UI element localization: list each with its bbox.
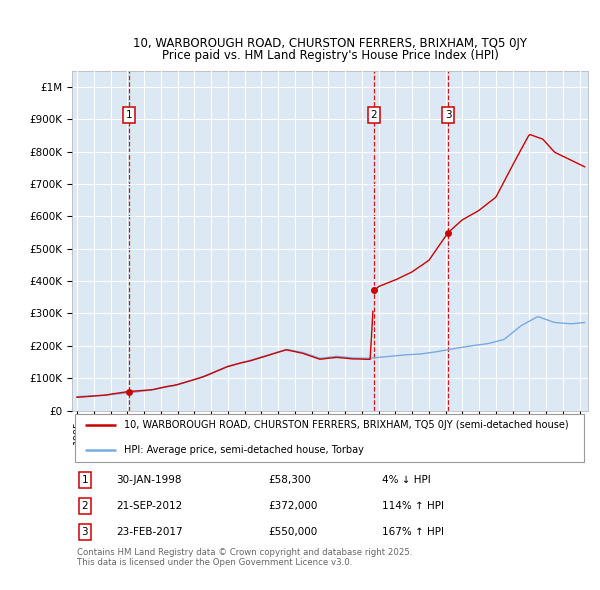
Text: £372,000: £372,000 [268, 501, 317, 511]
Text: 21-SEP-2012: 21-SEP-2012 [116, 501, 182, 511]
Text: 167% ↑ HPI: 167% ↑ HPI [382, 527, 443, 537]
Text: 3: 3 [82, 527, 88, 537]
Text: 2: 2 [371, 110, 377, 120]
Point [443, 228, 453, 237]
Text: 10, WARBOROUGH ROAD, CHURSTON FERRERS, BRIXHAM, TQ5 0JY (semi-detached house): 10, WARBOROUGH ROAD, CHURSTON FERRERS, B… [124, 420, 568, 430]
Text: £550,000: £550,000 [268, 527, 317, 537]
Text: 114% ↑ HPI: 114% ↑ HPI [382, 501, 443, 511]
Text: £58,300: £58,300 [268, 474, 311, 484]
Text: 2: 2 [82, 501, 88, 511]
Text: 30-JAN-1998: 30-JAN-1998 [116, 474, 181, 484]
Text: Price paid vs. HM Land Registry's House Price Index (HPI): Price paid vs. HM Land Registry's House … [161, 49, 499, 62]
Text: 23-FEB-2017: 23-FEB-2017 [116, 527, 182, 537]
Point [369, 286, 379, 295]
Text: Contains HM Land Registry data © Crown copyright and database right 2025.
This d: Contains HM Land Registry data © Crown c… [77, 548, 413, 568]
Text: 10, WARBOROUGH ROAD, CHURSTON FERRERS, BRIXHAM, TQ5 0JY: 10, WARBOROUGH ROAD, CHURSTON FERRERS, B… [133, 37, 527, 50]
Text: 1: 1 [125, 110, 132, 120]
Text: HPI: Average price, semi-detached house, Torbay: HPI: Average price, semi-detached house,… [124, 445, 364, 455]
FancyBboxPatch shape [74, 414, 584, 462]
Text: 3: 3 [445, 110, 451, 120]
Text: 1: 1 [82, 474, 88, 484]
Point [124, 387, 133, 396]
Text: 4% ↓ HPI: 4% ↓ HPI [382, 474, 430, 484]
